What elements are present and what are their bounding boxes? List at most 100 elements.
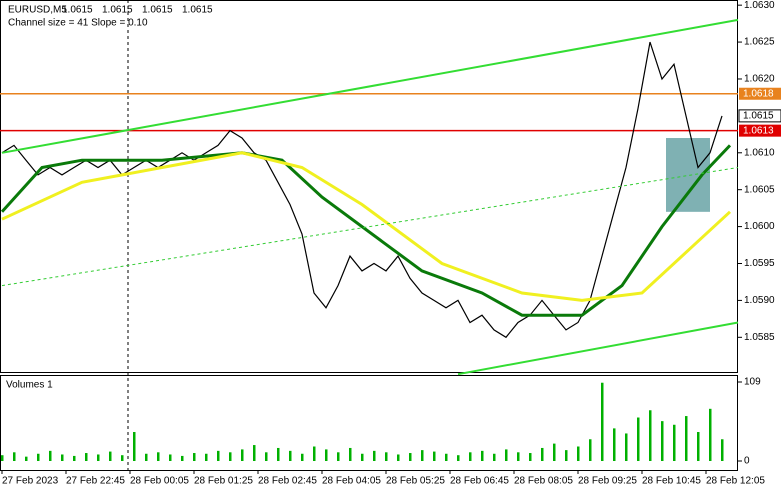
- volume-bar: [181, 455, 184, 461]
- volume-bar: [229, 452, 232, 461]
- volume-bar: [49, 450, 52, 461]
- price-panel: [0, 0, 738, 373]
- y-tick-label: 1.0625: [744, 37, 775, 48]
- volume-bar: [625, 433, 628, 461]
- volume-bar: [277, 447, 280, 461]
- volume-bar: [169, 454, 172, 461]
- x-tick-label: 28 Feb 04:05: [322, 476, 381, 487]
- y-tick-label: 1.0585: [744, 332, 775, 343]
- volume-bar: [673, 424, 676, 461]
- volume-bar: [553, 443, 556, 461]
- x-tick-label: 28 Feb 00:05: [130, 476, 189, 487]
- volume-bar: [217, 450, 220, 461]
- volume-bar: [649, 410, 652, 461]
- current-price-box: [738, 109, 781, 123]
- symbol: EURUSD,M5: [8, 5, 67, 16]
- volume-bar: [709, 408, 712, 461]
- volume-bar: [385, 452, 388, 461]
- volume-tick-label: 109: [744, 377, 761, 388]
- y-tick-label: 1.0605: [744, 184, 775, 195]
- x-tick-label: 28 Feb 12:05: [706, 476, 765, 487]
- ohlc-value: 1.0615: [62, 5, 93, 16]
- volume-tick-label: 0: [744, 456, 750, 467]
- x-tick-label: 28 Feb 06:45: [450, 476, 509, 487]
- price-line: [1, 18, 739, 154]
- level-label: 1.0613: [743, 125, 774, 136]
- x-tick-label: 28 Feb 10:45: [642, 476, 701, 487]
- volume-bar: [457, 455, 460, 461]
- volume-bar: [97, 454, 100, 461]
- x-tick-label: 28 Feb 05:25: [386, 476, 445, 487]
- ohlc-value: 1.0615: [182, 5, 213, 16]
- volume-bar: [469, 452, 472, 461]
- y-tick-label: 1.0600: [744, 221, 775, 232]
- volume-bar: [493, 453, 496, 461]
- volume-bar: [433, 451, 436, 461]
- volume-bar: [121, 455, 124, 461]
- price-line: [457, 321, 739, 376]
- volume-bar: [1, 455, 4, 461]
- volume-bar: [397, 454, 400, 461]
- x-tick-label: 28 Feb 08:05: [514, 476, 573, 487]
- volume-bar: [685, 416, 688, 461]
- volume-bar: [85, 453, 88, 461]
- volume-bar: [445, 453, 448, 461]
- price-line: [1, 151, 732, 302]
- volume-bar: [205, 453, 208, 461]
- volume-bar: [529, 453, 532, 461]
- volume-bar: [337, 452, 340, 461]
- volume-bar: [697, 432, 700, 461]
- level-label: 1.0618: [743, 88, 774, 99]
- y-tick-label: 1.0620: [744, 74, 775, 85]
- volume-bar: [481, 450, 484, 461]
- volume-bar: [349, 447, 352, 461]
- volume-bar: [613, 428, 616, 461]
- level-label-box: [739, 124, 781, 137]
- volume-bar: [541, 447, 544, 461]
- volume-bar: [373, 450, 376, 461]
- y-tick-label: 1.0610: [744, 147, 775, 158]
- volume-bar: [265, 452, 268, 461]
- y-tick-label: 1.0630: [744, 0, 775, 11]
- ohlc-value: 1.0615: [142, 5, 173, 16]
- y-tick-label: 1.0590: [744, 295, 775, 306]
- volume-bar: [577, 446, 580, 461]
- volume-bar: [133, 432, 136, 461]
- volume-bar: [421, 450, 424, 461]
- volume-bar: [721, 439, 724, 461]
- volume-bar: [601, 382, 604, 461]
- x-tick-label: 27 Feb 2023: [2, 476, 59, 487]
- volume-bar: [145, 453, 148, 461]
- volume-bar: [61, 454, 64, 461]
- current-price: 1.0615: [743, 111, 774, 122]
- volume-bar: [409, 453, 412, 461]
- volume-bar: [301, 453, 304, 461]
- y-tick-label: 1.0595: [744, 258, 775, 269]
- x-tick-label: 28 Feb 02:45: [258, 476, 317, 487]
- volume-bar: [109, 451, 112, 461]
- volume-bar: [325, 449, 328, 461]
- volume-bar: [517, 452, 520, 461]
- volume-bar: [73, 455, 76, 461]
- volume-bar: [637, 417, 640, 461]
- volume-bar: [565, 450, 568, 461]
- volume-bar: [37, 453, 40, 461]
- volume-bar: [157, 452, 160, 461]
- price-line: [1, 167, 739, 287]
- volume-bar: [289, 450, 292, 461]
- volume-bar: [361, 453, 364, 461]
- x-tick-label: 28 Feb 01:25: [194, 476, 253, 487]
- volume-bar: [241, 449, 244, 461]
- volume-bar: [505, 449, 508, 461]
- x-tick-label: 28 Feb 09:25: [578, 476, 637, 487]
- volume-bar: [253, 445, 256, 461]
- volume-panel: [0, 375, 738, 471]
- x-tick-label: 27 Feb 22:45: [66, 476, 125, 487]
- indicator-info: Channel size = 41 Slope = 0.10: [8, 18, 148, 29]
- price-line: [0, 144, 732, 317]
- volume-title: Volumes 1: [6, 380, 53, 391]
- volume-bar: [13, 452, 16, 461]
- volume-bar: [589, 439, 592, 461]
